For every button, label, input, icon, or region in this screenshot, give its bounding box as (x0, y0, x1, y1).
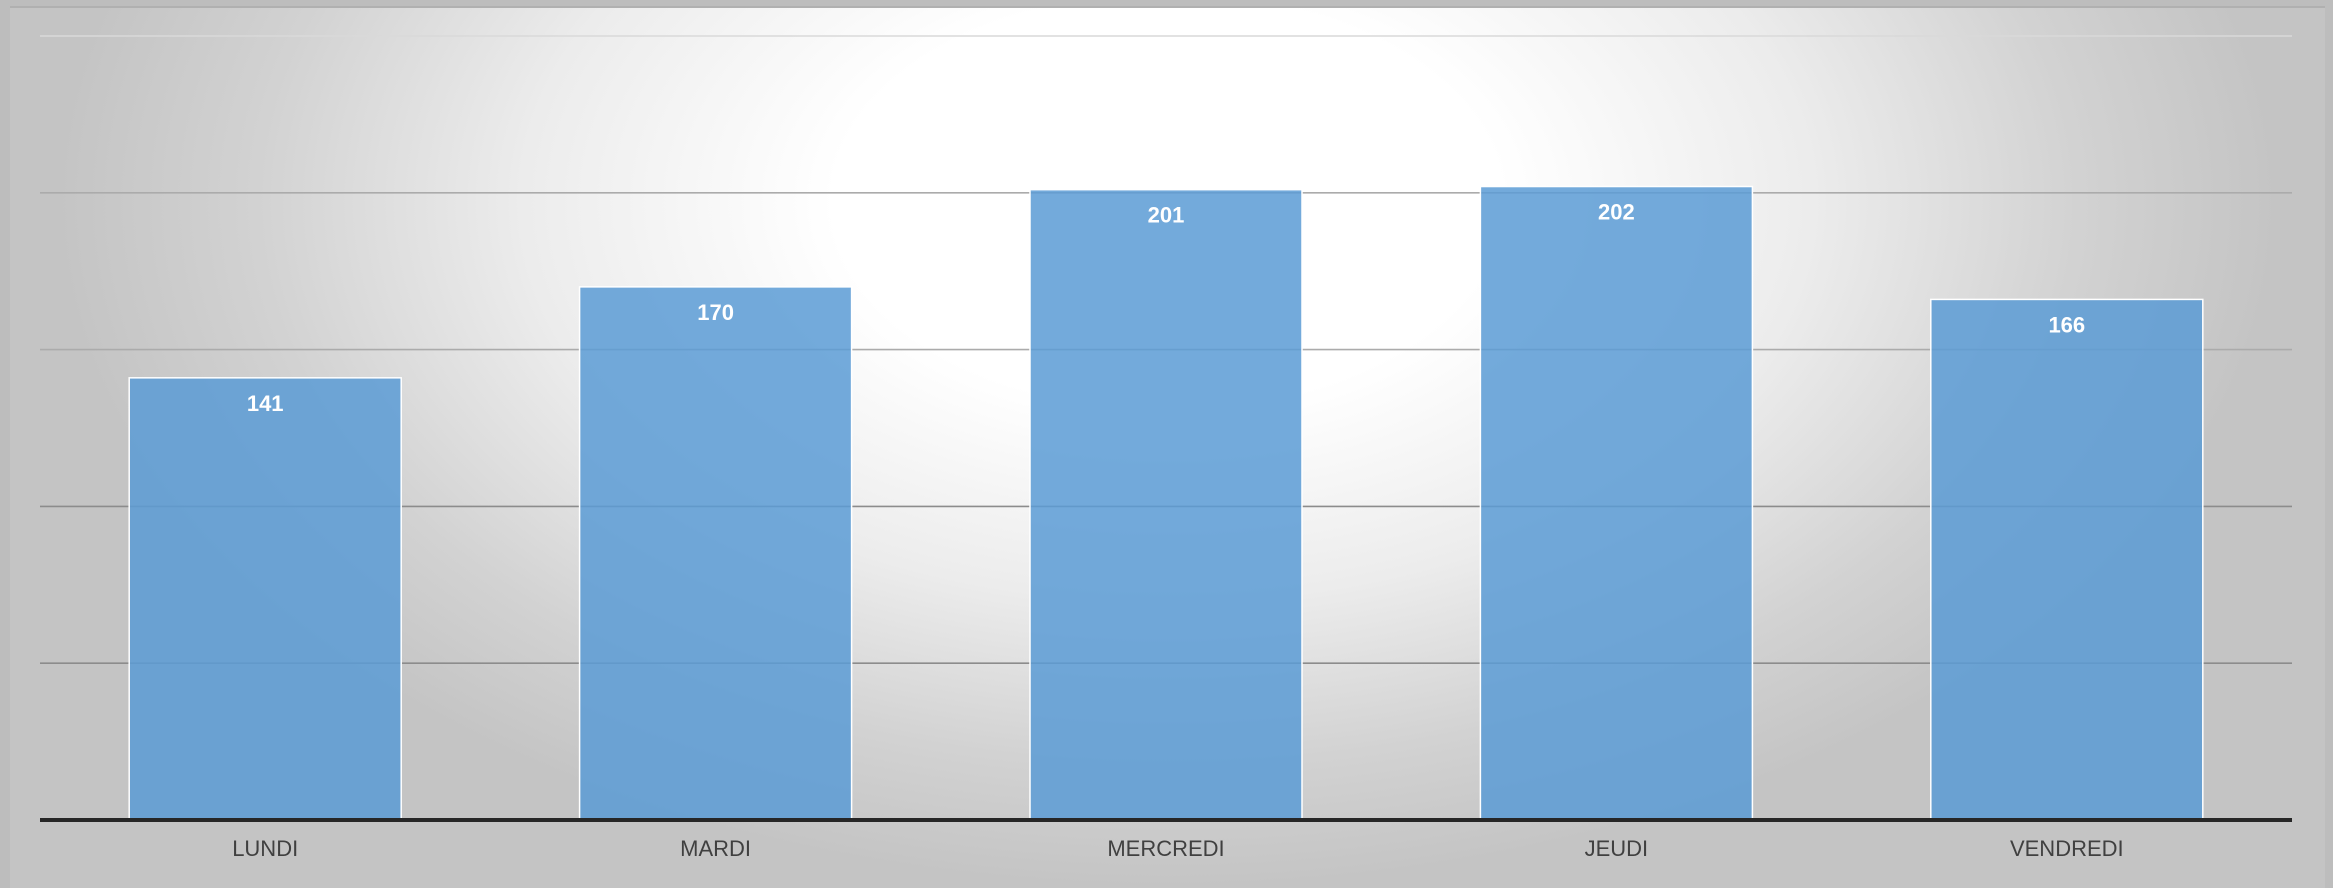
category-label: MERCREDI (1107, 836, 1224, 861)
category-labels: LUNDI MARDI MERCREDI JEUDI VENDREDI (232, 836, 2123, 861)
chart-area: 141 170 201 202 166 LUNDI MARDI MERCREDI JEUDI V… (10, 6, 2325, 888)
category-label: VENDREDI (2010, 836, 2124, 861)
category-label: MARDI (680, 836, 751, 861)
data-label: 141 (247, 391, 284, 416)
bar-vendredi (1930, 298, 2204, 821)
data-label: 166 (2048, 312, 2085, 337)
data-labels: 141 170 201 202 166 (247, 200, 2085, 416)
data-label: 202 (1598, 200, 1635, 225)
category-label: LUNDI (232, 836, 298, 861)
bar-chart: 141 170 201 202 166 LUNDI MARDI MERCREDI JEUDI V… (40, 35, 2292, 861)
data-label: 201 (1148, 203, 1185, 228)
category-label: JEUDI (1585, 836, 1649, 861)
bar-mercredi (1029, 188, 1303, 821)
bar-lundi (128, 377, 402, 821)
bar-mardi (578, 286, 853, 821)
data-label: 170 (697, 300, 734, 325)
bar-jeudi (1479, 185, 1754, 821)
bars (128, 185, 2204, 821)
